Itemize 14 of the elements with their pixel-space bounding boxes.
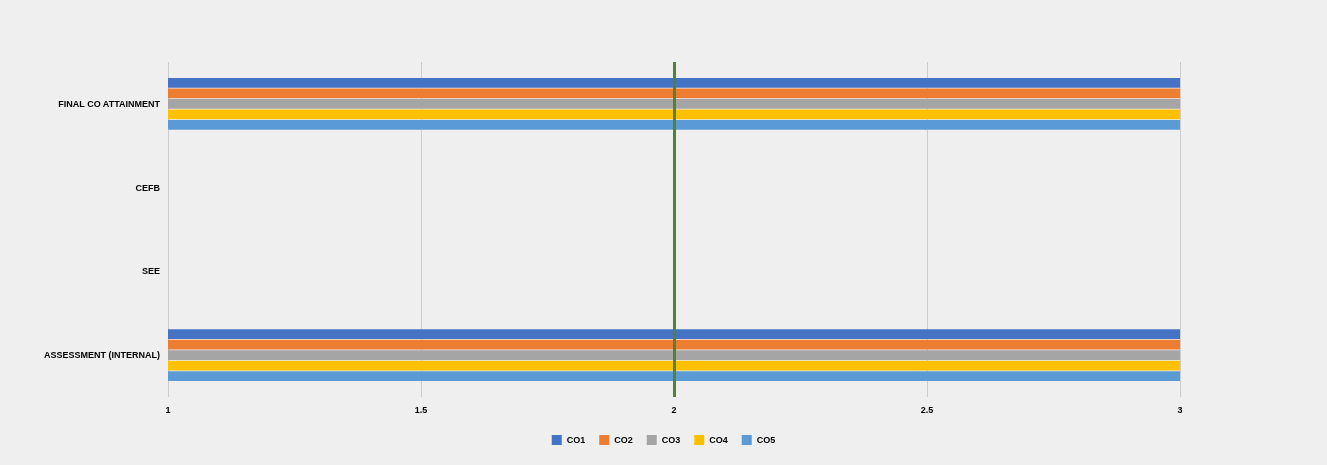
x-tick-label: 2 (671, 404, 677, 415)
y-tick-label: CEFB (135, 182, 161, 193)
y-tick-label: ASSESSMENT (INTERNAL) (43, 350, 160, 361)
x-tick-label: 1 (165, 404, 171, 415)
x-tick-label: 1.5 (414, 404, 428, 415)
legend-label: CO2 (614, 435, 633, 445)
y-tick-label: SEE (141, 266, 160, 277)
y-tick-label: FINAL CO ATTAINMENT (58, 98, 161, 109)
x-tick-label: 2.5 (920, 404, 934, 415)
legend-label: CO3 (661, 435, 681, 445)
legend-label: CO4 (709, 435, 728, 445)
legend-label: CO5 (756, 435, 776, 445)
x-tick-label: 3 (1177, 404, 1183, 415)
legend-label: CO1 (566, 435, 586, 445)
